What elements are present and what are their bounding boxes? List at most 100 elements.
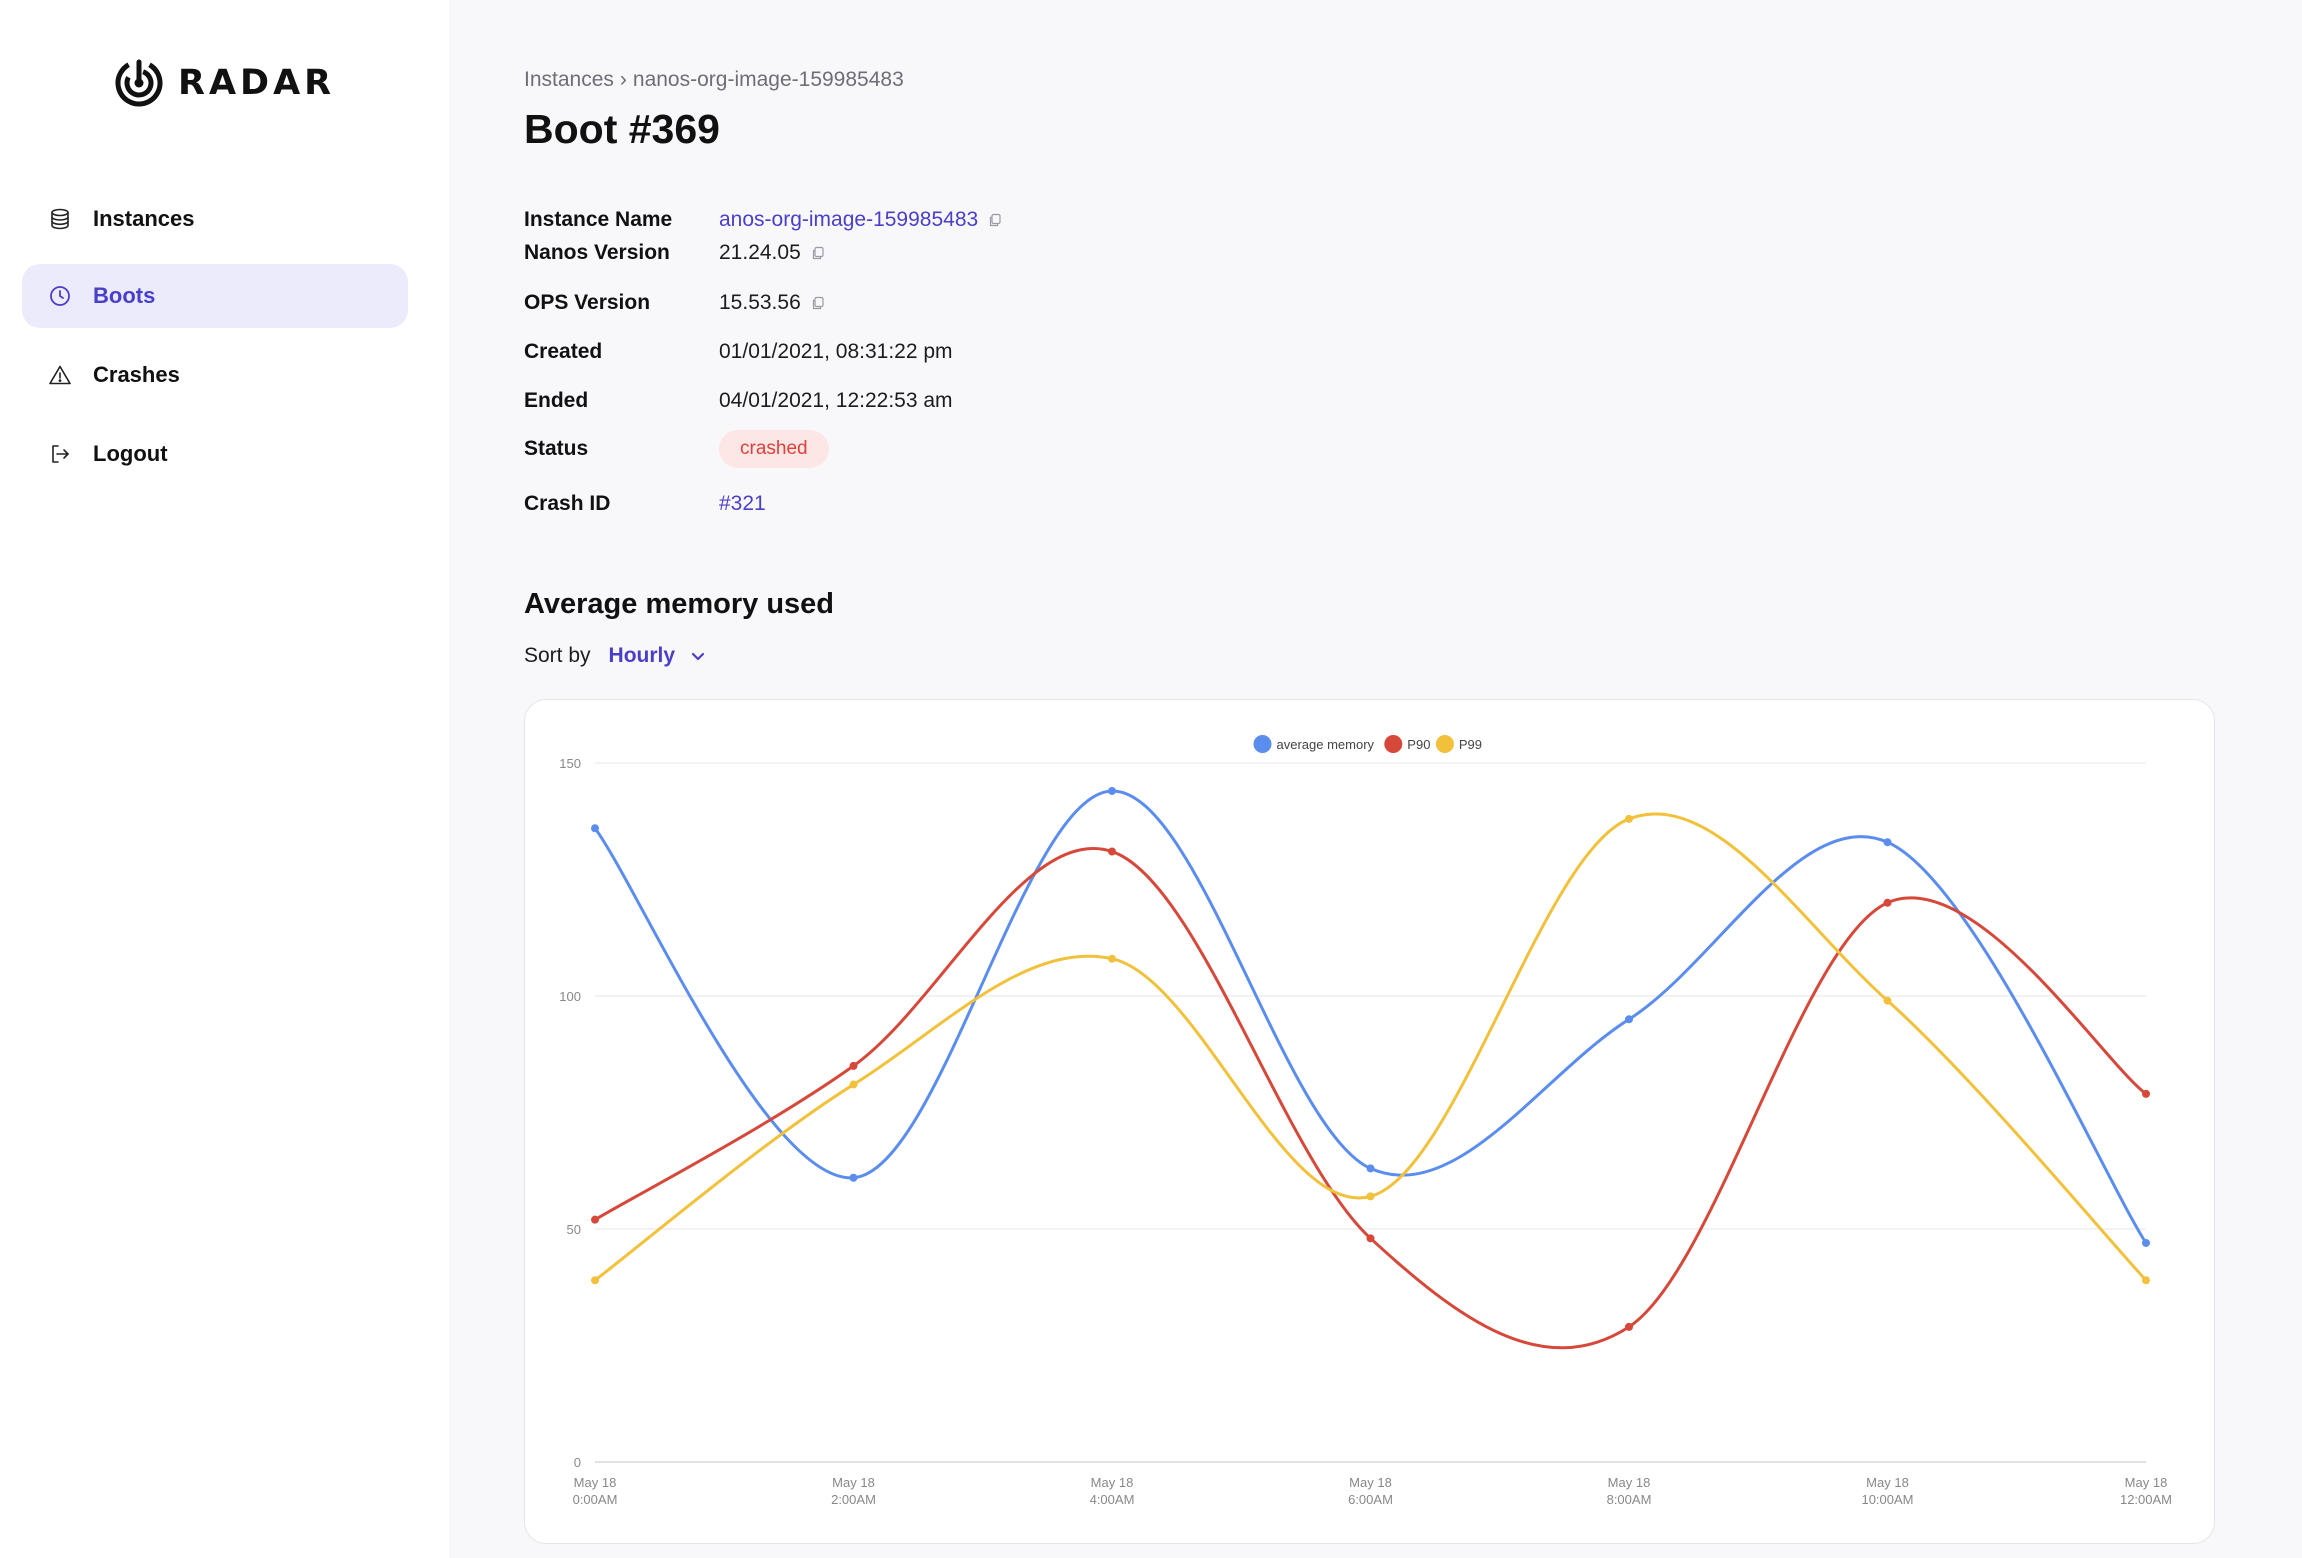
series-line-p99 [594,812,2148,1282]
sidebar-item-logout[interactable]: Logout [22,422,408,486]
data-point-p90 [849,1061,858,1070]
legend-label: average memory [1277,737,1375,752]
detail-label: Nanos Version [524,241,670,264]
instance-name-link[interactable]: anos-org-image-159985483 [719,208,979,231]
detail-value: 15.53.56 [719,291,825,315]
sidebar-item-crashes[interactable]: Crashes [22,343,408,407]
legend-marker [1253,735,1272,753]
copy-icon[interactable] [811,246,825,260]
detail-row-created: Created 01/01/2021, 08:31:22 pm [524,332,1424,372]
legend-marker [1384,735,1403,753]
detail-row-nanos-version: Nanos Version 21.24.05 [524,233,1424,273]
x-tick-label: May 18 [1866,1475,1909,1490]
sidebar-item-label: Boots [93,283,156,308]
brand-name: RADAR [178,63,336,103]
x-tick-label: 2:00AM [831,1492,876,1507]
data-point-average-memory [849,1173,858,1182]
data-point-p99 [591,1276,599,1285]
data-point-p90 [2142,1089,2150,1098]
x-tick-label: 6:00AM [1348,1492,1393,1507]
x-tick-label: May 18 [1091,1475,1134,1490]
sort-dropdown[interactable]: Hourly [609,644,708,668]
sidebar-item-instances[interactable]: Instances [22,187,408,251]
legend-marker [1435,735,1454,753]
x-tick-label: May 18 [832,1475,875,1490]
created-value: 01/01/2021, 08:31:22 pm [719,340,953,363]
x-tick-label: May 18 [1608,1475,1651,1490]
x-tick-label: 12:00AM [2120,1492,2172,1507]
detail-row-ops-version: OPS Version 15.53.56 [524,283,1424,323]
database-icon [47,206,73,232]
data-point-p90 [1883,898,1892,907]
data-point-p90 [1366,1234,1375,1243]
y-tick-label: 150 [559,756,581,771]
brand-logo[interactable]: RADAR [114,58,335,108]
data-point-average-memory [2142,1238,2150,1247]
x-tick-label: 4:00AM [1090,1492,1135,1507]
data-point-p99 [849,1080,858,1089]
detail-label: Crash ID [524,492,611,515]
legend-label: P99 [1459,737,1482,752]
memory-section-title: Average memory used [524,588,835,620]
data-point-p90 [1625,1322,1633,1331]
detail-value: 21.24.05 [719,241,825,265]
detail-value: anos-org-image-159985483 [719,208,1002,232]
x-tick-label: 8:00AM [1607,1492,1652,1507]
data-point-p90 [591,1215,599,1224]
nanos-version-value: 21.24.05 [719,241,801,264]
y-tick-label: 50 [567,1222,581,1237]
x-tick-label: May 18 [2125,1475,2168,1490]
sort-label: Sort by [524,644,591,667]
breadcrumb-parent-link[interactable]: Instances [524,68,614,91]
detail-row-ended: Ended 04/01/2021, 12:22:53 am [524,381,1424,421]
y-tick-label: 0 [574,1455,581,1470]
detail-label: Ended [524,389,589,412]
data-point-p99 [1883,996,1892,1005]
chevron-down-icon [691,652,705,661]
data-point-average-memory [1108,786,1116,795]
x-tick-label: 10:00AM [1861,1492,1913,1507]
clock-icon [47,283,73,309]
breadcrumb-current: nanos-org-image-159985483 [632,68,904,91]
data-point-average-memory [1625,1015,1633,1024]
data-point-p99 [2142,1276,2150,1285]
sidebar-item-boots[interactable]: Boots [22,264,408,328]
detail-label: Created [524,340,603,363]
data-point-p99 [1108,954,1116,963]
sort-control: Sort by Hourly [524,644,707,668]
sidebar-item-label: Logout [93,441,168,466]
detail-label: Status [524,437,589,460]
data-point-p99 [1625,814,1633,823]
series-line-average-memory [593,789,2148,1244]
data-point-p99 [1366,1192,1375,1201]
series-line-p90 [594,847,2147,1350]
page-title: Boot #369 [524,106,720,152]
radar-logo-icon [115,59,163,107]
ended-value: 04/01/2021, 12:22:53 am [719,389,953,412]
detail-row-crash-id: Crash ID #321 [524,484,1424,524]
data-point-p90 [1108,847,1116,856]
detail-label: OPS Version [524,291,651,314]
sidebar-item-label: Crashes [93,362,180,387]
legend-label: P90 [1407,737,1430,752]
sort-dropdown-value: Hourly [608,644,676,667]
copy-icon[interactable] [988,213,1002,227]
data-point-average-memory [1366,1164,1375,1173]
status-badge: crashed [719,430,829,468]
memory-chart-card: 0 50 100 150 May 18 0:00AM May 18 2:00AM May 18 4… [524,699,2215,1544]
breadcrumb-separator: › [619,68,627,91]
sidebar-item-label: Instances [93,206,195,231]
copy-icon[interactable] [811,296,825,310]
y-tick-label: 100 [559,989,581,1004]
breadcrumb: Instances › nanos-org-image-159985483 [524,68,904,92]
ops-version-value: 15.53.56 [719,291,801,314]
x-tick-label: May 18 [574,1475,617,1490]
sidebar: RADAR Instances Boots [0,0,449,1558]
main-content: Instances › nanos-org-image-159985483 Bo… [449,0,2302,1558]
detail-label: Instance Name [524,208,673,231]
memory-line-chart: 0 50 100 150 May 18 0:00AM May 18 2:00AM May 18 4… [559,735,2172,1507]
crash-id-link[interactable]: #321 [719,492,766,515]
detail-row-status: Status crashed [524,429,1424,469]
data-point-average-memory [591,824,599,833]
logout-icon [47,441,73,467]
